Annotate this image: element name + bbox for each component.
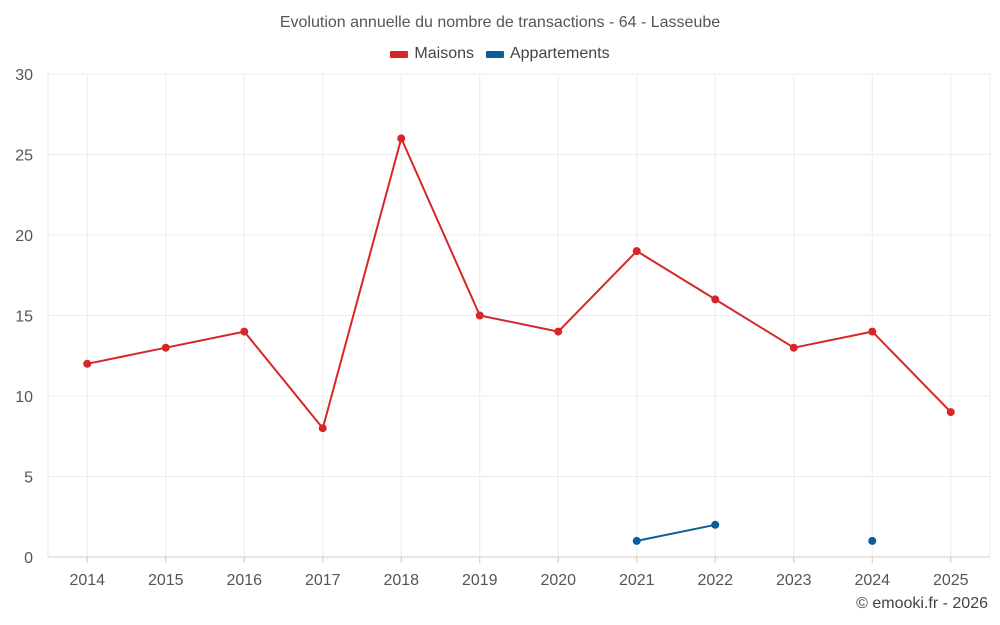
data-point-maisons[interactable]: [554, 327, 563, 336]
data-point-maisons[interactable]: [632, 247, 641, 256]
x-tick-label: 2023: [776, 572, 812, 589]
data-point-maisons[interactable]: [397, 134, 406, 143]
series-line-appartements: [636, 523, 716, 542]
legend-label-maisons: Maisons: [414, 45, 474, 62]
data-point-appartements[interactable]: [711, 520, 720, 529]
y-tick-label: 10: [15, 389, 33, 406]
data-point-maisons[interactable]: [475, 311, 484, 320]
legend-swatch-maisons: [390, 50, 409, 58]
y-tick-label: 15: [15, 309, 33, 326]
legend: Maisons Appartements: [0, 45, 1000, 63]
data-point-maisons[interactable]: [789, 343, 798, 352]
y-tick-label: 30: [15, 67, 33, 84]
y-tick-label: 20: [15, 228, 33, 245]
x-tick-label: 2020: [540, 572, 576, 589]
y-tick-label: 0: [24, 550, 33, 567]
series-layer: [83, 134, 955, 545]
legend-swatch-appartements: [485, 50, 504, 58]
legend-item-maisons[interactable]: Maisons: [390, 45, 474, 63]
y-tick-label: 5: [24, 470, 33, 487]
x-tick-label: 2025: [933, 572, 969, 589]
x-tick-label: 2017: [305, 572, 341, 589]
data-point-maisons[interactable]: [868, 327, 877, 336]
legend-label-appartements: Appartements: [509, 45, 610, 62]
series-maisons: [83, 134, 955, 433]
data-point-maisons[interactable]: [711, 295, 720, 304]
data-point-maisons[interactable]: [161, 343, 170, 352]
grid-lines: [47, 73, 991, 557]
x-tick-label: 2022: [697, 572, 733, 589]
data-point-maisons[interactable]: [946, 408, 955, 417]
x-tick-label: 2016: [226, 572, 262, 589]
data-point-maisons[interactable]: [240, 327, 249, 336]
x-tick-label: 2019: [462, 572, 498, 589]
series-appartements: [632, 520, 877, 545]
x-tick-label: 2024: [854, 572, 890, 589]
credit-text: © emooki.fr - 2026: [856, 595, 988, 612]
x-tick-label: 2014: [69, 572, 105, 589]
data-point-appartements[interactable]: [868, 536, 877, 545]
data-point-appartements[interactable]: [632, 536, 641, 545]
data-point-maisons[interactable]: [83, 359, 92, 368]
legend-item-appartements[interactable]: Appartements: [485, 45, 610, 63]
x-tick-label: 2018: [383, 572, 419, 589]
y-tick-label: 25: [15, 148, 33, 165]
x-tick-label: 2021: [619, 572, 655, 589]
data-point-maisons[interactable]: [318, 424, 327, 433]
series-line-maisons: [87, 137, 952, 430]
chart-title: Evolution annuelle du nombre de transact…: [279, 14, 721, 31]
x-tick-label: 2015: [148, 572, 184, 589]
